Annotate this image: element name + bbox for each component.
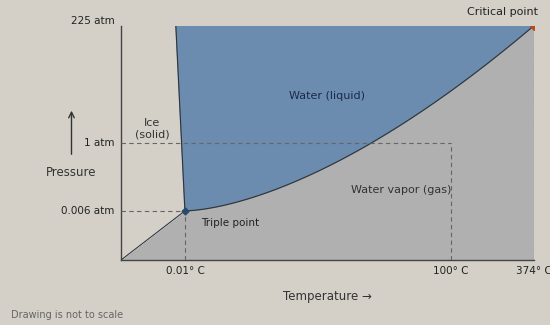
Text: Water (liquid): Water (liquid): [289, 91, 365, 101]
Text: Ice
(solid): Ice (solid): [135, 118, 169, 140]
Text: Pressure: Pressure: [46, 166, 97, 179]
Text: 374° C: 374° C: [516, 266, 550, 276]
Polygon shape: [121, 26, 534, 260]
Polygon shape: [176, 26, 534, 211]
Text: 0.006 atm: 0.006 atm: [62, 206, 115, 216]
Text: Critical point: Critical point: [466, 6, 538, 17]
Text: 100° C: 100° C: [433, 266, 469, 276]
Polygon shape: [121, 26, 185, 260]
Text: Triple point: Triple point: [201, 218, 260, 228]
Text: 1 atm: 1 atm: [84, 138, 115, 148]
Text: Temperature →: Temperature →: [283, 291, 372, 304]
Text: 225 atm: 225 atm: [71, 16, 115, 26]
Text: Water vapor (gas): Water vapor (gas): [351, 185, 452, 195]
Text: Drawing is not to scale: Drawing is not to scale: [11, 310, 123, 320]
Text: 0.01° C: 0.01° C: [166, 266, 205, 276]
